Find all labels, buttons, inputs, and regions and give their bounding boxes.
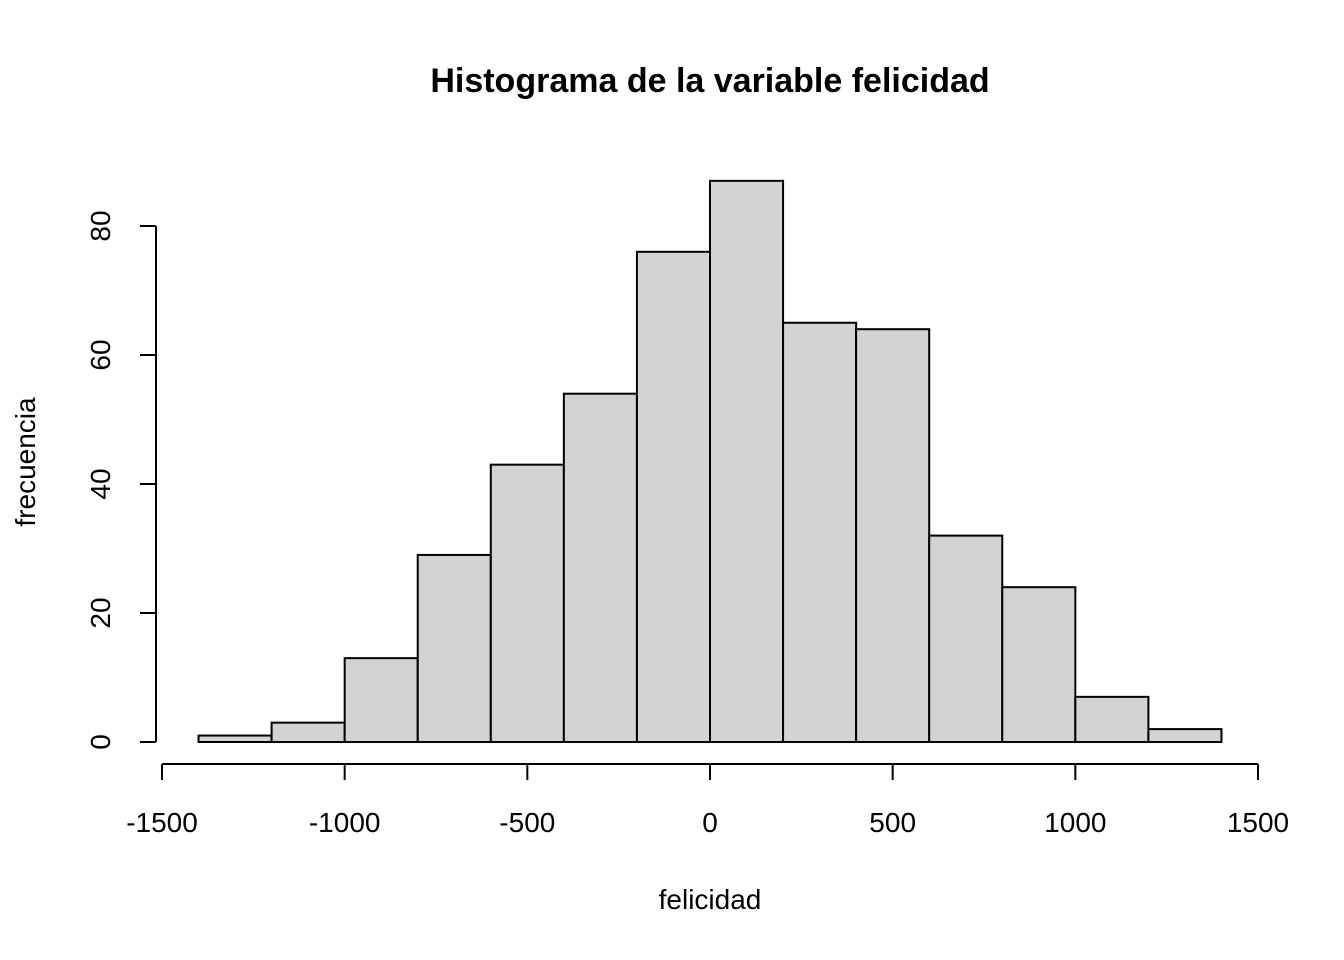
histogram-bar [416,553,492,744]
histogram-bar [1074,695,1150,743]
histogram-bar [782,321,858,743]
y-axis-label: frecuencia [10,397,41,527]
y-tick-label: 40 [85,468,116,499]
histogram-bar [1147,728,1223,743]
histogram-bar [635,250,712,744]
y-tick-label: 20 [85,597,116,628]
histogram-bar [343,657,419,744]
y-axis: 0 20 40 60 80 [85,210,157,750]
x-tick-label: 500 [869,807,916,838]
x-axis: -1500 -1000 -500 0 500 1000 1500 [126,763,1289,838]
histogram-bar [489,463,565,743]
x-tick-label: -500 [499,807,555,838]
histogram-bar [928,534,1004,743]
histogram-bar [562,392,638,743]
chart-title: Histograma de la variable felicidad [430,62,989,100]
histogram-bar [197,734,273,743]
x-tick-label: -1500 [126,807,198,838]
y-tick-label: 60 [85,339,116,370]
x-tick-label: 1500 [1227,807,1289,838]
x-tick-label: 0 [702,807,718,838]
histogram-bar [270,721,346,744]
x-axis-label: felicidad [659,884,762,915]
x-tick-label: 1000 [1044,807,1106,838]
x-tick-label: -1000 [309,807,381,838]
histogram-bar [1001,586,1077,744]
bars-group [197,179,1223,744]
y-tick-label: 0 [85,734,116,750]
histogram-bar [709,179,785,744]
histogram-bar [855,328,931,743]
y-tick-label: 80 [85,210,116,241]
